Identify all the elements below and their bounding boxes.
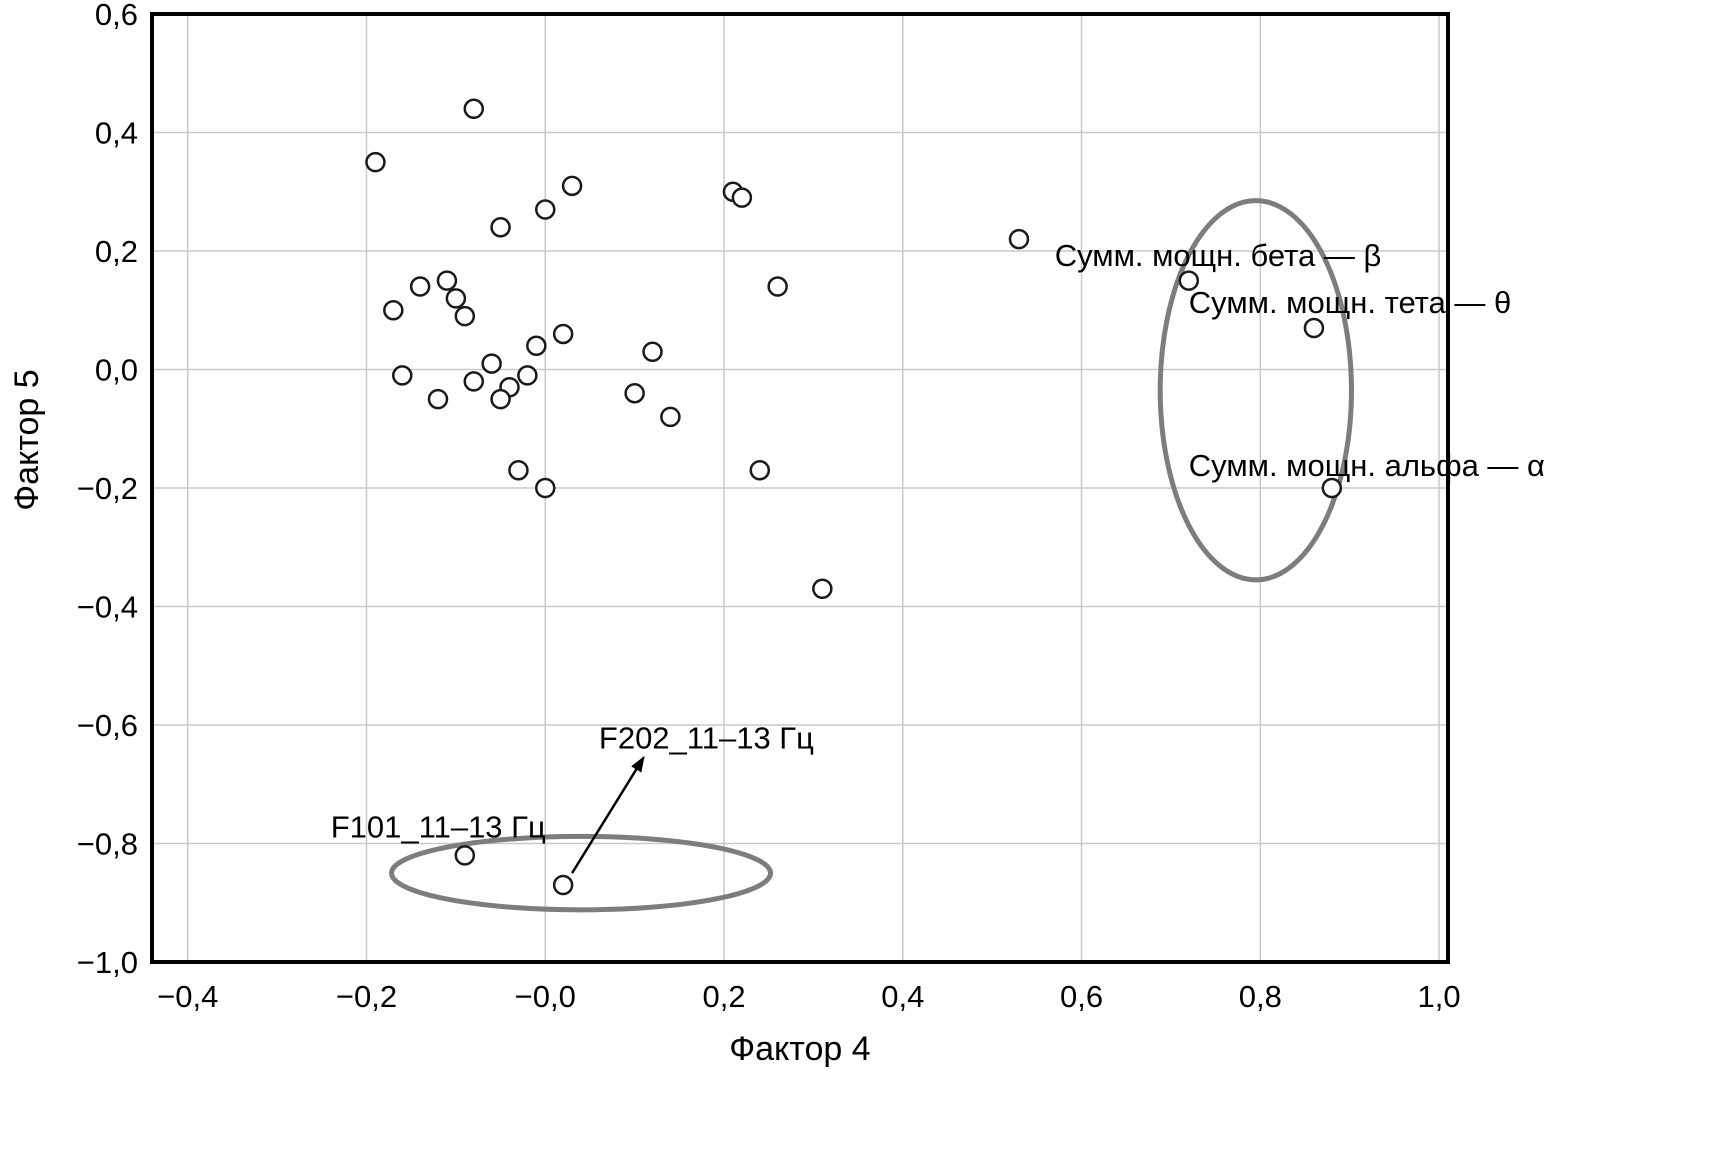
x-tick-label: 1,0 [1418,979,1461,1014]
x-tick-label: 0,4 [881,979,924,1014]
data-point [561,175,583,197]
data-point [642,341,663,362]
x-tick-label: 0,6 [1060,979,1103,1014]
data-point [463,371,485,392]
y-axis-label: Фактор 5 [8,369,46,510]
data-point [660,406,681,428]
data-point [445,288,467,309]
x-axis-label: Фактор 4 [729,1030,870,1068]
y-tick-label: −1,0 [77,945,138,980]
data-point [526,335,547,357]
x-tick-label: 0,2 [702,979,745,1014]
data-point [481,353,502,374]
x-tick-label: −0,2 [336,979,397,1014]
data-point [427,388,449,410]
point-label: F101_11–13 Гц [331,810,546,845]
labeled-data-point [552,874,574,896]
data-point [454,305,476,327]
data-point [490,217,511,238]
data-point [436,270,458,291]
x-tick-label: −0,0 [515,979,576,1014]
data-point [749,459,771,481]
point-label: F202_11–13 Гц [599,721,814,756]
labeled-data-point [454,845,476,866]
point-label: Сумм. мощн. бета — β [1055,238,1382,273]
data-point [812,578,833,599]
y-tick-label: −0,8 [77,827,138,862]
data-point [731,187,753,208]
data-point [517,365,538,386]
data-point [508,459,529,481]
data-point [463,98,485,120]
labeled-data-point [1321,477,1343,499]
labeled-data-point [1178,270,1200,291]
y-tick-label: 0,6 [95,0,138,32]
plot-area: Сумм. мощн. бета — β Сумм. мощн. тета — θ… [77,0,1545,1014]
data-point [365,151,386,173]
point-label: Сумм. мощн. тета — θ [1189,285,1511,320]
y-tick-label: 0,2 [95,234,138,269]
data-point [535,477,556,499]
labeled-data-point [1303,317,1325,339]
data-point [1008,228,1030,250]
data-point [383,300,404,321]
y-tick-label: −0,6 [77,708,138,743]
data-point [624,382,645,404]
data-point [535,199,556,220]
data-point [392,365,413,386]
annotation-arrow [571,755,645,874]
data-point [409,276,431,297]
point-label: Сумм. мощн. альфа — α [1189,448,1545,483]
data-point [767,276,788,297]
y-tick-label: −0,2 [77,471,138,506]
y-tick-label: 0,0 [95,353,138,388]
y-tick-label: 0,4 [95,116,138,151]
data-point [490,388,511,410]
cluster-ellipse [389,833,774,913]
x-tick-label: 0,8 [1239,979,1282,1014]
plot-border [150,12,1450,964]
data-point [552,323,574,345]
y-tick-label: −0,4 [77,590,138,625]
cluster-ellipse [1157,198,1354,583]
x-tick-label: −0,4 [157,979,218,1014]
